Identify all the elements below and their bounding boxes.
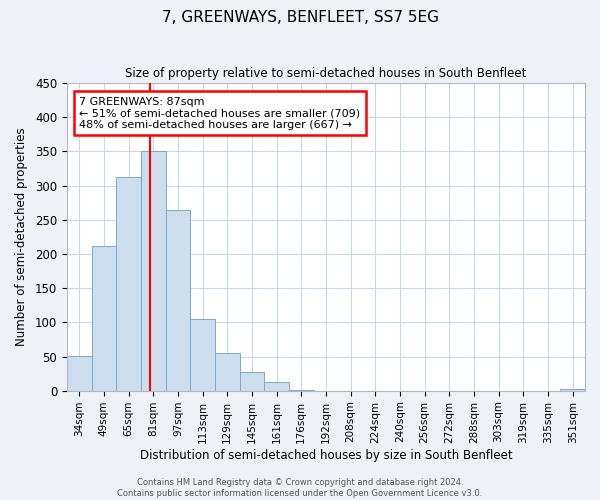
X-axis label: Distribution of semi-detached houses by size in South Benfleet: Distribution of semi-detached houses by …: [140, 450, 512, 462]
Y-axis label: Number of semi-detached properties: Number of semi-detached properties: [15, 128, 28, 346]
Title: Size of property relative to semi-detached houses in South Benfleet: Size of property relative to semi-detach…: [125, 68, 527, 80]
Text: Contains HM Land Registry data © Crown copyright and database right 2024.
Contai: Contains HM Land Registry data © Crown c…: [118, 478, 482, 498]
Bar: [264, 382, 289, 390]
Bar: [239, 372, 264, 390]
Bar: [67, 356, 92, 390]
Text: 7 GREENWAYS: 87sqm
← 51% of semi-detached houses are smaller (709)
48% of semi-d: 7 GREENWAYS: 87sqm ← 51% of semi-detache…: [79, 96, 361, 130]
Bar: [190, 319, 215, 390]
Bar: [215, 353, 239, 391]
Bar: [116, 176, 141, 390]
Bar: [166, 210, 190, 390]
Bar: [92, 246, 116, 390]
Text: 7, GREENWAYS, BENFLEET, SS7 5EG: 7, GREENWAYS, BENFLEET, SS7 5EG: [161, 10, 439, 25]
Bar: [141, 152, 166, 390]
